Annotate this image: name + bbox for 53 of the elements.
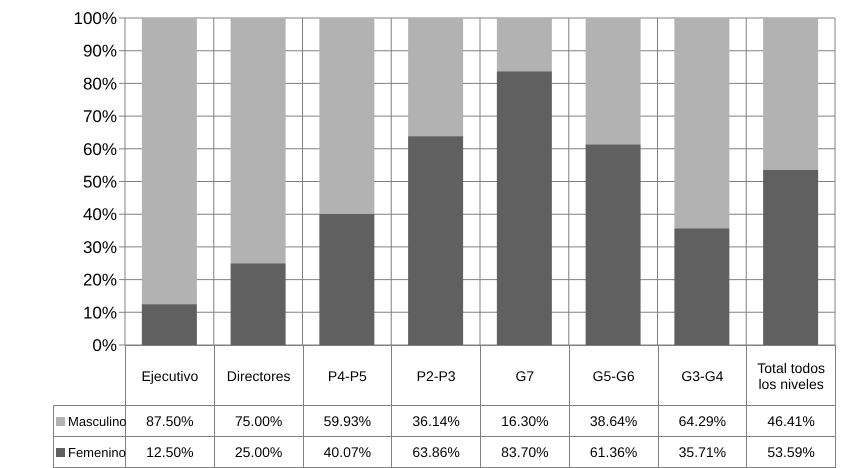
x-tick-label: P4-P5 bbox=[303, 346, 392, 406]
data-label: 40.07% bbox=[303, 436, 392, 468]
bar bbox=[586, 144, 641, 345]
bar bbox=[142, 18, 197, 304]
bar bbox=[230, 263, 286, 345]
bar bbox=[408, 18, 464, 136]
legend-label: Femenino bbox=[54, 436, 126, 468]
bar bbox=[763, 170, 818, 345]
bar bbox=[586, 18, 641, 144]
data-label: 46.41% bbox=[746, 406, 836, 436]
data-label: 36.14% bbox=[392, 406, 480, 436]
bar bbox=[408, 136, 464, 345]
bar bbox=[230, 18, 286, 264]
y-tick-label: 0% bbox=[92, 336, 117, 356]
y-tick-label: 40% bbox=[82, 205, 117, 224]
data-label: 63.86% bbox=[392, 436, 480, 468]
data-label: 59.93% bbox=[303, 406, 392, 436]
data-label: 38.64% bbox=[569, 406, 658, 436]
y-tick-label: 80% bbox=[82, 74, 117, 94]
x-tick-label: Directores bbox=[214, 346, 303, 406]
y-tick-label: 10% bbox=[82, 303, 117, 322]
data-label: 12.50% bbox=[126, 436, 214, 468]
x-tick-label: G3-G4 bbox=[658, 346, 747, 406]
data-label: 16.30% bbox=[480, 406, 570, 436]
data-label: 53.59% bbox=[746, 436, 836, 468]
y-tick-label: 60% bbox=[82, 140, 117, 159]
data-label: 35.71% bbox=[658, 436, 747, 468]
x-tick-label: G5-G6 bbox=[569, 346, 658, 406]
data-label: 25.00% bbox=[214, 436, 303, 468]
data-label: 75.00% bbox=[214, 406, 303, 436]
y-tick-label: 90% bbox=[82, 42, 117, 61]
bar bbox=[319, 214, 374, 345]
data-label: 64.29% bbox=[658, 406, 747, 436]
x-tick-label: Ejecutivo bbox=[126, 346, 214, 406]
x-tick-label: Total todos los niveles bbox=[746, 346, 836, 406]
bar bbox=[319, 18, 374, 214]
data-label: 61.36% bbox=[569, 436, 658, 468]
bar bbox=[496, 71, 552, 345]
y-tick-label: 70% bbox=[82, 107, 117, 126]
y-tick-label: 100% bbox=[74, 9, 117, 28]
data-label: 87.50% bbox=[126, 406, 214, 436]
data-label: 83.70% bbox=[480, 436, 570, 468]
legend-label: Masculino bbox=[54, 406, 127, 436]
bar bbox=[142, 304, 197, 345]
x-tick-label: P2-P3 bbox=[392, 346, 480, 406]
y-tick-label: 30% bbox=[82, 238, 117, 257]
y-tick-label: 20% bbox=[82, 270, 117, 290]
bar bbox=[763, 18, 818, 170]
y-tick-label: 50% bbox=[82, 172, 117, 192]
bar bbox=[496, 18, 552, 72]
bar bbox=[674, 18, 730, 228]
bar bbox=[674, 228, 730, 345]
x-tick-label: G7 bbox=[480, 346, 570, 406]
